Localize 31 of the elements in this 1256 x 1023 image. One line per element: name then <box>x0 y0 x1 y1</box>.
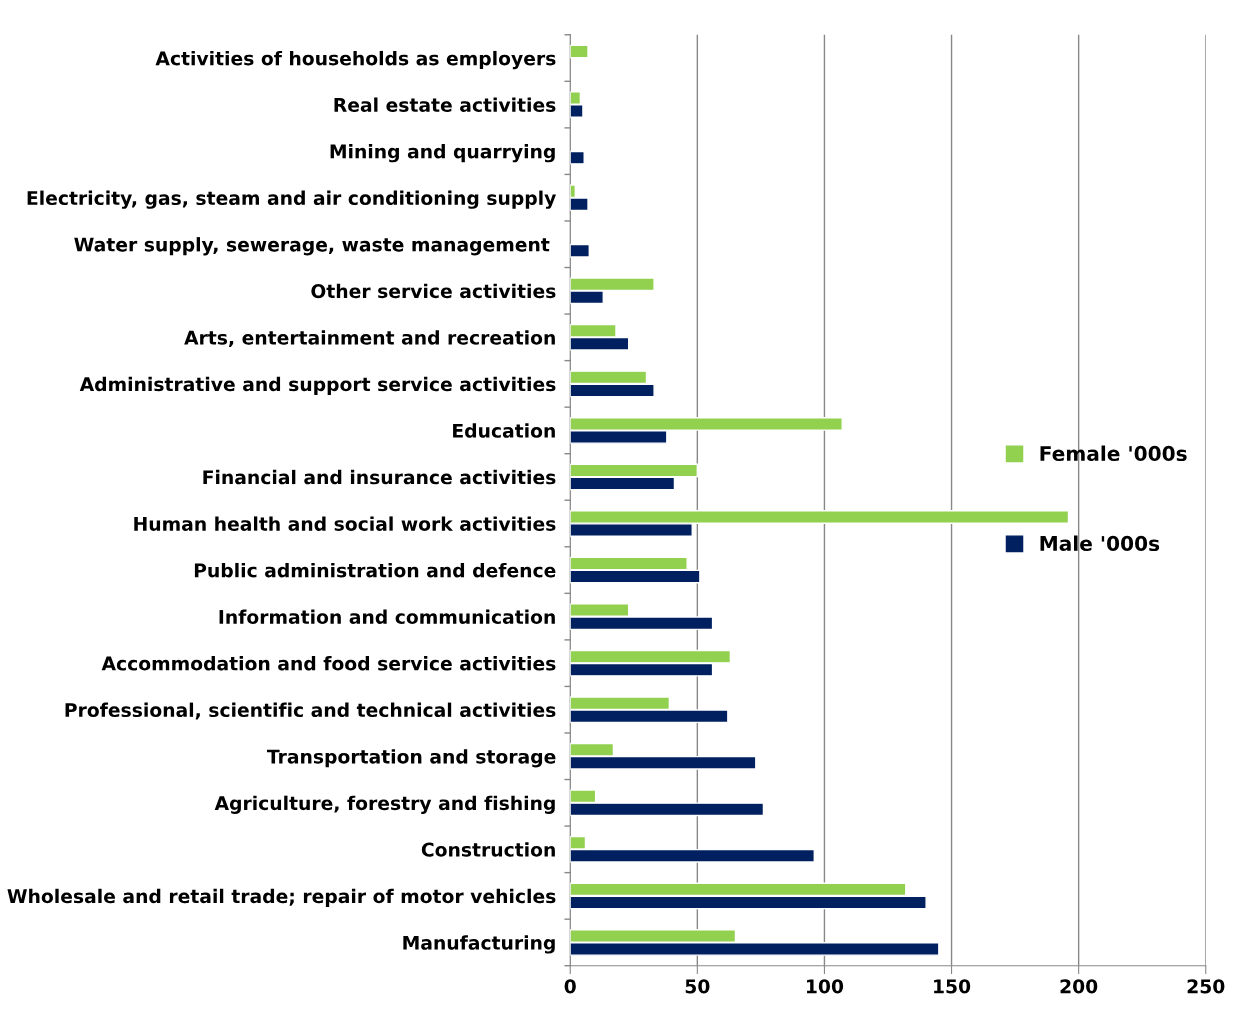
y-tick-label: Accommodation and food service activities <box>101 656 556 671</box>
x-tick-label: 0 <box>564 979 576 994</box>
y-tick-label: Education <box>453 423 555 438</box>
y-tick-label: Information and communication <box>219 609 555 624</box>
y-tick-label: Manufacturing <box>403 935 555 954</box>
y-tick-label: Construction <box>421 842 555 857</box>
x-tick-label: 150 <box>934 979 971 994</box>
legend-label: Male '000s <box>1040 535 1160 552</box>
y-tick-label: Financial and insurance activities <box>203 469 556 485</box>
bar <box>570 150 585 165</box>
y-tick-label: Professional, scientific and technical activities <box>65 702 556 720</box>
y-tick-label: Other service activities <box>311 283 556 299</box>
y-tick-label: Electricity, gas, steam and air conditioning supply <box>27 190 556 209</box>
x-tick-label: 100 <box>806 979 844 994</box>
y-tick-label: Wholesale and retail trade; repair of motor vehicles <box>7 888 556 907</box>
y-tick-label: Real estate activities <box>334 97 556 112</box>
x-tick-label: 50 <box>685 979 710 994</box>
x-tick-label: 200 <box>1060 979 1098 994</box>
legend-label: Female '000s <box>1040 445 1187 462</box>
x-tick-label: 250 <box>1187 979 1225 994</box>
y-tick-label: Public administration and defence <box>194 562 556 578</box>
y-tick-label: Water supply, sewerage, waste management <box>74 237 550 256</box>
bar <box>570 44 589 59</box>
y-tick-label: Arts, entertainment and recreation <box>184 330 555 348</box>
y-tick-label: Activities of households as employers <box>155 50 556 70</box>
bar <box>570 243 590 258</box>
y-tick-label: Human health and social work activities <box>134 516 556 531</box>
y-tick-label: Mining and quarrying <box>330 144 555 163</box>
y-tick-label: Agriculture, forestry and fishing <box>214 795 555 814</box>
y-tick-label: Administrative and support service activities <box>79 376 556 395</box>
y-tick-label: Transportation and storage <box>266 749 556 768</box>
